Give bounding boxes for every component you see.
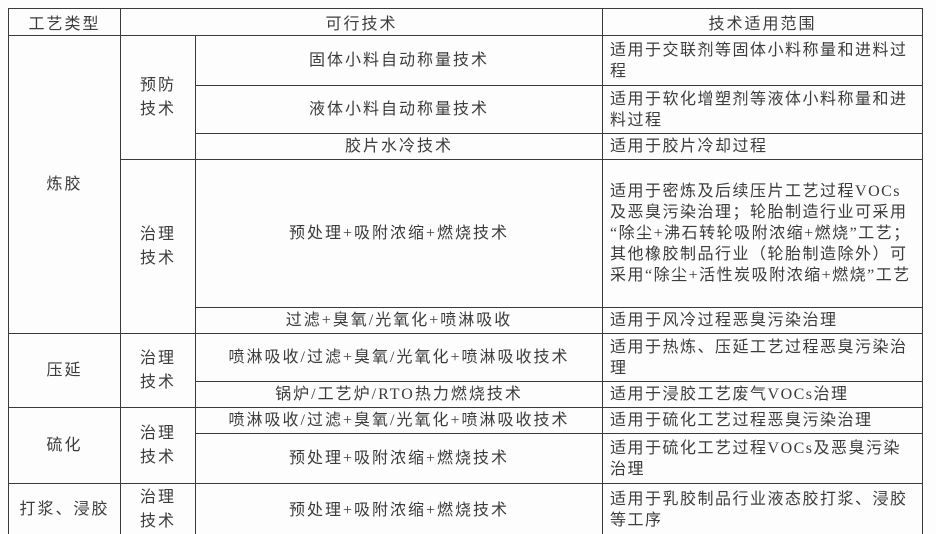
table-row: 打浆、浸胶 治理技术 预处理+吸附浓缩+燃烧技术 适用于乳胶制品行业液态胶打浆、… (8, 483, 924, 534)
table-row: 硫化 治理技术 喷淋吸收/过滤+臭氧/光氧化+喷淋吸收技术 适用于硫化工艺过程恶… (8, 407, 924, 484)
header-row: 工艺类型 可行技术 技术适用范围 (8, 8, 924, 36)
technology-cell: 喷淋吸收/过滤+臭氧/光氧化+喷淋吸收技术 (194, 407, 604, 434)
technology-cell: 预处理+吸附浓缩+燃烧技术 (194, 433, 604, 484)
scope-cell: 适用于风冷过程恶臭污染治理 (602, 307, 924, 334)
process-type-cell: 硫化 (8, 407, 121, 484)
scope-cell: 适用于交联剂等固体小料称量和进料过程 (602, 35, 924, 86)
scope-cell: 适用于乳胶制品行业液态胶打浆、浸胶等工序 (602, 483, 924, 534)
technology-cell: 胶片水冷技术 (194, 133, 604, 160)
scope-cell: 适用于软化增塑剂等液体小料称量和进料过程 (602, 85, 924, 134)
scope-cell: 适用于浸胶工艺废气VOCs治理 (602, 381, 924, 408)
scope-cell: 适用于胶片冷却过程 (602, 133, 924, 160)
scope-cell: 适用于热炼、压延工艺过程恶臭污染治理 (602, 333, 924, 382)
process-type-cell: 炼胶 (8, 35, 121, 334)
process-type-cell: 打浆、浸胶 (8, 483, 121, 534)
scope-cell: 适用于硫化工艺过程恶臭污染治理 (602, 407, 924, 434)
table-row: 锅炉/工艺炉/RTO热力燃烧技术 适用于浸胶工艺废气VOCs治理 (9, 381, 924, 408)
tech-category-cell: 治理技术 (120, 159, 196, 334)
technology-cell: 固体小料自动称量技术 (194, 35, 604, 86)
technology-cell: 喷淋吸收/过滤+臭氧/光氧化+喷淋吸收技术 (194, 333, 604, 382)
technology-cell: 预处理+吸附浓缩+燃烧技术 (194, 159, 604, 308)
technology-cell: 预处理+吸附浓缩+燃烧技术 (194, 483, 604, 534)
process-technology-table: 工艺类型 可行技术 技术适用范围 炼胶 预防技术 固体小料自动称量技术 适用于交… (8, 8, 924, 534)
table-row: 压延 治理技术 喷淋吸收/过滤+臭氧/光氧化+喷淋吸收技术 适用于热炼、压延工艺… (8, 333, 924, 408)
header-feasible-tech: 可行技术 (119, 8, 604, 36)
scope-cell: 适用于硫化工艺过程VOCs及恶臭污染治理 (602, 433, 924, 484)
table-row: 过滤+臭氧/光氧化+喷淋吸收 适用于风冷过程恶臭污染治理 (9, 307, 924, 334)
tech-category-cell: 预防技术 (120, 35, 196, 160)
scope-cell: 适用于密炼及后续压片工艺过程VOCs及恶臭污染治理；轮胎制造行业可采用“除尘+沸… (602, 159, 924, 308)
tech-category-cell: 治理技术 (120, 483, 196, 534)
header-process-type: 工艺类型 (8, 8, 121, 36)
table-row: 胶片水冷技术 适用于胶片冷却过程 (9, 133, 924, 160)
table-row: 治理技术 预处理+吸附浓缩+燃烧技术 适用于密炼及后续压片工艺过程VOCs及恶臭… (9, 159, 924, 334)
table-row: 液体小料自动称量技术 适用于软化增塑剂等液体小料称量和进料过程 (9, 85, 924, 134)
tech-category-cell: 治理技术 (120, 333, 196, 408)
technology-cell: 液体小料自动称量技术 (194, 85, 604, 134)
tech-category-cell: 治理技术 (120, 407, 196, 484)
table-row: 炼胶 预防技术 固体小料自动称量技术 适用于交联剂等固体小料称量和进料过程 (8, 35, 924, 334)
technology-cell: 锅炉/工艺炉/RTO热力燃烧技术 (194, 381, 604, 408)
process-type-cell: 压延 (8, 333, 121, 408)
technology-cell: 过滤+臭氧/光氧化+喷淋吸收 (194, 307, 604, 334)
header-tech-scope: 技术适用范围 (602, 8, 924, 36)
